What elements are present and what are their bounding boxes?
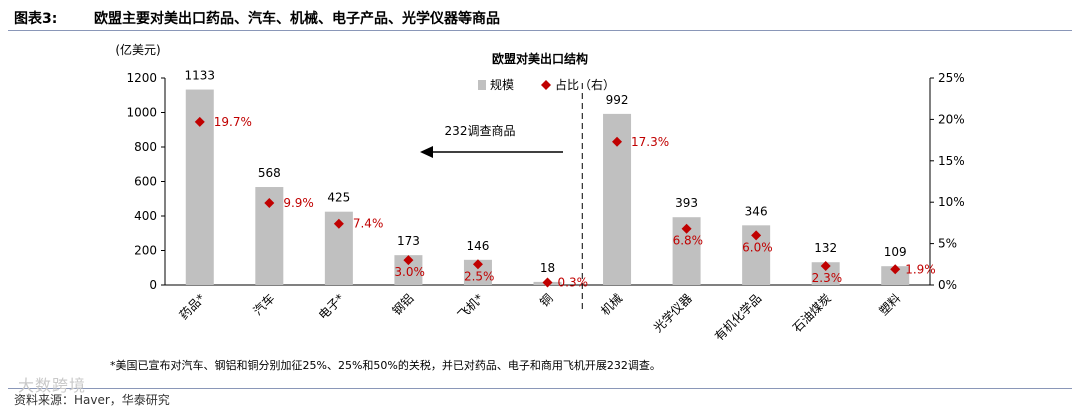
marker-value-label: 2.5% — [464, 269, 495, 283]
category-label: 有机化学品 — [711, 291, 764, 344]
marker-point — [890, 264, 901, 275]
watermark: 大数跨境 — [18, 376, 87, 395]
marker-value-label: 2.3% — [812, 271, 843, 285]
y-axis-label: (亿美元) — [115, 42, 160, 57]
figure-title: 欧盟主要对美出口药品、汽车、机械、电子产品、光学仪器等商品 — [94, 11, 500, 27]
marker-value-label: 9.9% — [283, 196, 314, 210]
y-tick-label-left: 200 — [134, 244, 157, 258]
bar-value-label: 1133 — [184, 69, 215, 83]
category-label: 石油煤炭 — [790, 291, 834, 335]
marker-point — [542, 277, 553, 288]
bar-value-label: 393 — [675, 196, 698, 210]
y-tick-label-left: 0 — [149, 278, 157, 292]
y-tick-label-right: 15% — [938, 154, 965, 168]
category-label: 光学仪器 — [650, 291, 695, 336]
annotation-arrow-head — [420, 146, 433, 158]
bar-value-label: 109 — [884, 245, 907, 259]
marker-point — [333, 218, 344, 229]
bar-value-label: 992 — [606, 93, 629, 107]
marker-point — [472, 259, 483, 270]
y-tick-label-left: 800 — [134, 140, 157, 154]
bar-value-label: 132 — [814, 241, 837, 255]
legend-label-marker: 占比（右） — [555, 77, 615, 92]
marker-value-label: 3.0% — [394, 265, 425, 279]
marker-point — [194, 116, 205, 127]
y-tick-label-right: 0% — [938, 278, 957, 292]
marker-point — [681, 223, 692, 234]
bar — [881, 266, 910, 285]
category-label: 机械 — [598, 291, 626, 319]
y-tick-label-left: 400 — [134, 209, 157, 223]
figure-header: 图表3: 欧盟主要对美出口药品、汽车、机械、电子产品、光学仪器等商品 — [8, 4, 1072, 31]
bar-value-label: 425 — [327, 191, 350, 205]
bar — [811, 262, 840, 285]
category-label: 汽车 — [250, 291, 278, 319]
marker-value-label: 19.7% — [214, 115, 252, 129]
y-tick-label-left: 600 — [134, 175, 157, 189]
marker-value-label: 17.3% — [631, 135, 669, 149]
category-label: 电子* — [316, 291, 347, 322]
source-note: 资料来源：Haver，华泰研究 — [14, 393, 170, 407]
divider-line — [8, 388, 1072, 389]
legend-swatch-bar — [478, 80, 486, 90]
y-tick-label-left: 1200 — [126, 71, 157, 85]
category-label: 塑料 — [876, 291, 904, 319]
chart-title: 欧盟对美出口结构 — [492, 51, 588, 66]
y-tick-label-right: 25% — [938, 71, 965, 85]
marker-value-label: 1.9% — [905, 262, 936, 276]
annotation-text: 232调查商品 — [445, 123, 516, 138]
marker-point — [612, 136, 623, 147]
marker-point — [403, 255, 414, 266]
bar-value-label: 18 — [540, 261, 555, 275]
y-tick-label-right: 20% — [938, 112, 965, 126]
y-tick-label-right: 5% — [938, 237, 957, 251]
marker-value-label: 6.0% — [742, 240, 773, 254]
category-label: 铜 — [537, 291, 556, 310]
footnote: *美国已宣布对汽车、钢铝和铜分别加征25%、25%和50%的关税，并已对药品、电… — [110, 359, 661, 372]
y-tick-label-right: 10% — [938, 195, 965, 209]
marker-point — [820, 260, 831, 271]
legend-label-bar: 规模 — [490, 77, 514, 92]
legend-swatch-marker — [541, 80, 551, 90]
y-tick-label-left: 1000 — [126, 106, 157, 120]
category-label: 钢铝 — [389, 291, 417, 319]
marker-value-label: 7.4% — [353, 217, 384, 231]
bar-value-label: 346 — [745, 204, 768, 218]
bar-value-label: 568 — [258, 166, 281, 180]
marker-point — [264, 198, 275, 209]
marker-value-label: 6.8% — [673, 234, 704, 248]
bar-value-label: 173 — [397, 234, 420, 248]
marker-value-label: 0.3% — [558, 276, 589, 290]
marker-point — [751, 230, 762, 241]
category-label: 药品* — [177, 291, 208, 322]
category-label: 飞机* — [455, 291, 486, 322]
figure-label: 图表3: — [14, 11, 58, 27]
bar-value-label: 146 — [467, 239, 490, 253]
